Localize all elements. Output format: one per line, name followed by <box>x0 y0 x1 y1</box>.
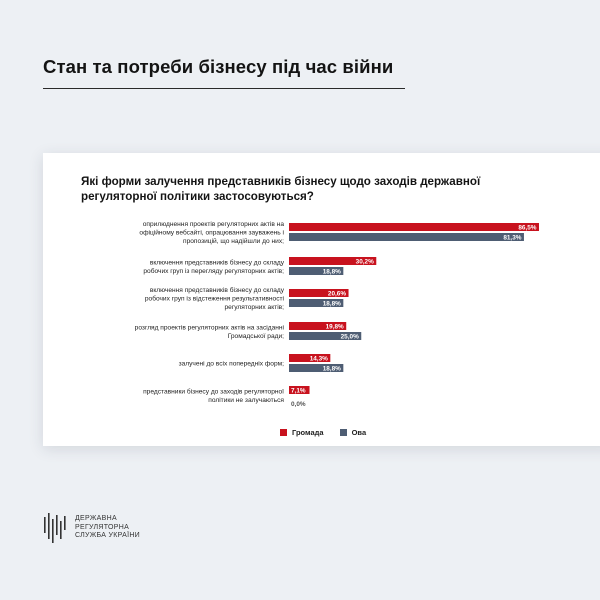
data-label: 7,1% <box>291 387 306 394</box>
category-label: Громадської ради; <box>228 333 284 340</box>
title-divider <box>43 88 405 89</box>
data-label: 19,8% <box>326 323 344 330</box>
category-label: робочих груп із перегляду регуляторних а… <box>143 267 284 275</box>
chart-title: Які форми залучення представників бізнес… <box>81 175 481 203</box>
data-label: 18,8% <box>323 365 341 372</box>
bar-ova <box>289 233 524 241</box>
category-label: пропозицій, що надійшли до них; <box>183 237 284 245</box>
category-label: політики не залучаються <box>208 396 284 404</box>
bar-hromada <box>289 289 349 297</box>
bar-ova <box>289 332 362 340</box>
data-label: 25,0% <box>341 333 359 340</box>
data-label: 0,0% <box>291 401 306 408</box>
legend-item-ova: Ова <box>339 428 367 437</box>
legend-label-hromada: Громада <box>292 428 324 437</box>
data-label: 20,6% <box>328 290 346 297</box>
bar-ova <box>289 364 344 372</box>
category-label: представники бізнесу до заходів регулято… <box>143 387 284 395</box>
legend-item-hromada: Громада <box>280 428 324 437</box>
data-label: 14,3% <box>310 355 328 362</box>
legend-swatch-ova <box>339 429 347 436</box>
bar-hromada <box>289 386 310 394</box>
data-label: 30,2% <box>356 258 374 265</box>
legend-swatch-hromada <box>280 429 287 436</box>
category-label: офіційному вебсайті, опрацювання зауваже… <box>139 229 284 237</box>
data-label: 81,3% <box>503 234 521 241</box>
bar-hromada <box>289 223 539 231</box>
category-label: робочих груп із відстеження результативн… <box>145 295 285 303</box>
logo-line: РЕГУЛЯТОРНА <box>75 523 130 531</box>
drs-emblem-icon <box>44 513 66 543</box>
chart-card: Які форми залучення представників бізнес… <box>43 153 600 446</box>
data-label: 18,8% <box>323 300 341 307</box>
logo-line: ДЕРЖАВНА <box>75 515 117 523</box>
data-label: 18,8% <box>323 268 341 275</box>
page-title: Стан та потреби бізнесу під час війни <box>43 56 394 77</box>
category-label: регуляторних актів; <box>225 303 285 311</box>
chart-legend: Громада Ова <box>280 428 382 437</box>
legend-label-ova: Ова <box>351 428 367 437</box>
bar-hromada <box>289 257 377 265</box>
bar-hromada <box>289 322 347 330</box>
bar-ova <box>289 267 344 275</box>
data-label: 86,5% <box>518 224 536 231</box>
category-label: включення представників бізнесу до склад… <box>150 258 285 266</box>
drs-logo: ДЕРЖАВНА РЕГУЛЯТОРНА СЛУЖБА УКРАЇНИ <box>43 513 140 543</box>
category-label: оприлюднення проектів регуляторних актів… <box>143 220 285 228</box>
logo-line: СЛУЖБА УКРАЇНИ <box>75 532 141 540</box>
category-label: залучені до всіх попередніх форм; <box>179 360 285 368</box>
drs-logo-text: ДЕРЖАВНА РЕГУЛЯТОРНА СЛУЖБА УКРАЇНИ <box>75 515 140 541</box>
category-label: включення представників бізнесу до склад… <box>150 286 285 294</box>
bar-chart: оприлюднення проектів регуляторних актів… <box>135 220 539 408</box>
category-label: розгляд проектів регуляторних актів на з… <box>135 323 285 331</box>
bar-hromada <box>289 354 331 362</box>
bar-ova <box>289 299 344 307</box>
